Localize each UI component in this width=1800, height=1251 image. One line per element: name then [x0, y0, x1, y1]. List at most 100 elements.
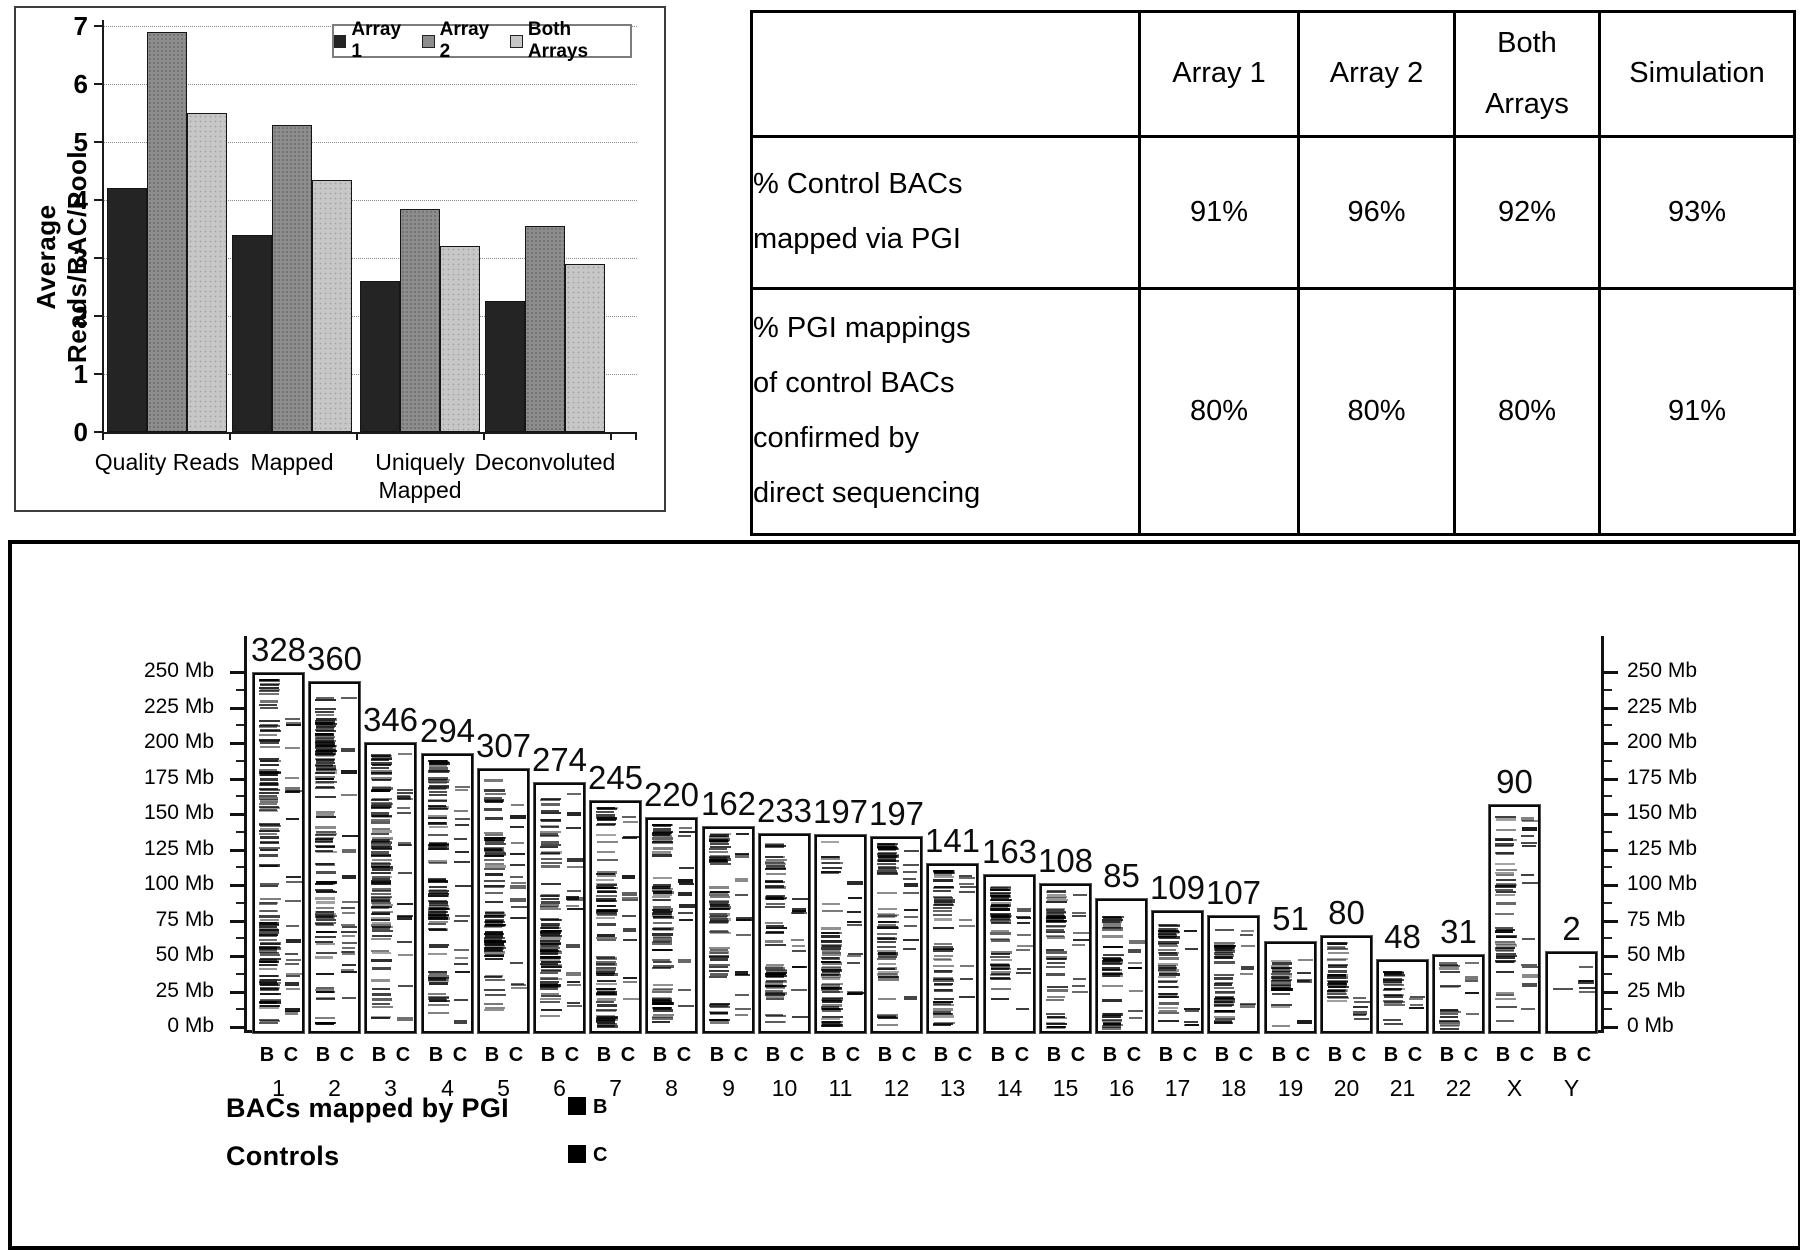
right-mb-axis — [1601, 636, 1604, 1033]
control-stripe — [511, 882, 526, 884]
bac-stripe — [1214, 1001, 1233, 1003]
bac-stripe — [765, 868, 786, 870]
control-stripe — [678, 892, 692, 896]
control-stripe — [1185, 1010, 1199, 1012]
bac-stripe — [315, 708, 336, 710]
bac-stripe — [822, 977, 840, 980]
bac-stripe — [821, 940, 842, 943]
bac-stripe — [709, 848, 727, 850]
control-stripe — [904, 996, 917, 1000]
bac-stripe — [1159, 952, 1177, 954]
bac-stripe — [877, 846, 897, 848]
bac-stripe — [1440, 1013, 1458, 1015]
bac-stripe — [372, 830, 392, 833]
bac-stripe — [541, 995, 561, 997]
bac-stripe — [372, 828, 390, 830]
bac-stripe — [1047, 890, 1066, 893]
legend-swatch-icon — [334, 34, 347, 48]
bac-stripe — [1495, 948, 1514, 951]
bac-stripe — [315, 736, 335, 738]
bac-stripe — [540, 947, 560, 949]
y-axis-tick-label: 3 — [73, 243, 88, 273]
bac-stripe — [315, 722, 333, 725]
bac-stripe — [541, 970, 561, 972]
legend-item: Array 2 — [422, 19, 501, 63]
bac-stripe — [259, 806, 279, 808]
control-stripe — [1073, 932, 1089, 934]
bac-stripe — [597, 934, 615, 937]
bac-stripe — [484, 933, 504, 935]
bac-stripe — [315, 883, 335, 885]
bac-stripe — [485, 892, 503, 894]
bac-stripe — [709, 964, 730, 966]
bac-stripe — [709, 892, 728, 894]
axis-tick — [1604, 671, 1618, 674]
bac-stripe — [1496, 956, 1515, 959]
bac-stripe — [877, 946, 896, 948]
bac-stripe — [484, 779, 503, 782]
control-stripe — [341, 971, 357, 973]
bac-stripe — [541, 851, 562, 854]
bac-stripe — [765, 944, 786, 946]
control-stripe — [342, 997, 356, 999]
bar-both-arrays-deconvoluted — [565, 264, 605, 432]
y-axis-tick — [94, 141, 102, 143]
bac-stripe — [652, 888, 673, 890]
control-stripe — [735, 854, 749, 858]
bac-stripe — [485, 1007, 505, 1009]
bac-stripe — [260, 849, 278, 851]
bac-stripe — [540, 930, 560, 933]
bac-stripe — [260, 789, 280, 791]
control-stripe — [397, 941, 412, 943]
bac-stripe — [259, 693, 279, 695]
control-stripe — [959, 883, 974, 885]
bac-stripe — [652, 890, 672, 892]
b-column-label: B — [877, 1044, 893, 1066]
axis-minor-tick — [1604, 724, 1612, 726]
control-stripe — [567, 981, 580, 983]
bac-stripe — [428, 881, 448, 883]
bac-stripe — [316, 750, 336, 753]
bac-stripe — [371, 896, 392, 898]
x-axis-tick — [483, 432, 485, 440]
genome-mapping-panel: 0 Mb 0 Mb 25 Mb 25 Mb 50 Mb 50 Mb 75 Mb 75 Mb 10… — [8, 540, 1800, 1250]
bac-stripe — [315, 897, 335, 900]
bac-stripe — [652, 967, 671, 969]
bac-stripe — [1271, 965, 1289, 967]
bac-stripe — [540, 988, 558, 990]
bac-stripe — [259, 979, 277, 981]
control-stripe — [904, 909, 918, 911]
bac-stripe — [878, 967, 897, 970]
control-stripe — [454, 1020, 467, 1024]
bac-stripe — [485, 873, 503, 876]
control-stripe — [1578, 980, 1594, 984]
bac-stripe — [933, 1023, 953, 1025]
bac-stripe — [260, 760, 278, 762]
bac-stripe — [991, 902, 1011, 904]
bac-stripe — [259, 809, 277, 811]
mb-tick-label: 250 Mb — [1627, 659, 1698, 682]
control-stripe — [903, 948, 916, 950]
control-stripe — [341, 748, 355, 752]
bac-stripe — [485, 865, 506, 868]
control-stripe — [623, 977, 637, 979]
bac-stripe — [372, 837, 393, 840]
bac-stripe — [259, 946, 277, 949]
bac-count-chr-Y: 2 — [1562, 910, 1581, 947]
bac-stripe — [485, 925, 504, 927]
bac-stripe — [316, 851, 337, 853]
bac-stripe — [485, 840, 504, 843]
axis-tick — [230, 778, 244, 781]
bac-stripe — [1046, 1013, 1065, 1015]
bac-stripe — [484, 797, 502, 799]
bac-stripe — [540, 931, 561, 934]
control-stripe — [1241, 966, 1254, 970]
b-column-label: B — [315, 1044, 331, 1066]
chromosome-name-label: 15 — [1052, 1075, 1079, 1101]
bac-stripe — [991, 895, 1010, 897]
bac-stripe — [428, 996, 449, 998]
bac-stripe — [429, 908, 450, 910]
control-stripe — [511, 987, 527, 989]
bac-stripe — [259, 734, 277, 736]
control-stripe — [286, 939, 301, 943]
